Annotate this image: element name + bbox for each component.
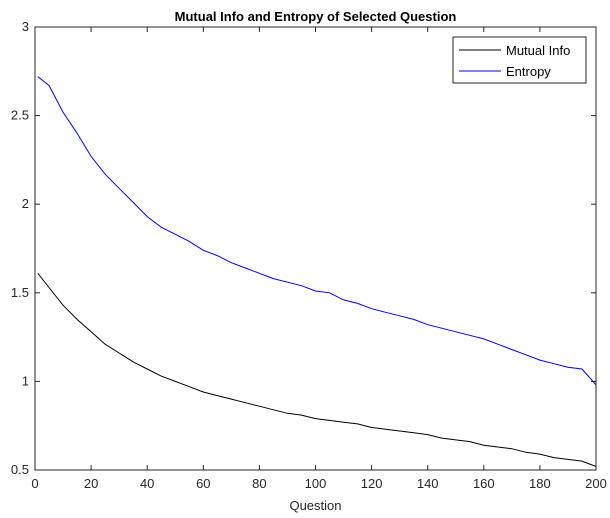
chart-title: Mutual Info and Entropy of Selected Ques… (175, 9, 457, 24)
x-tick-label: 80 (252, 476, 266, 491)
x-axis-ticks: 0 20 40 60 80 100 120 140 160 180 200 (31, 27, 607, 491)
x-tick-label: 120 (361, 476, 383, 491)
x-axis-label: Question (289, 498, 341, 513)
y-tick-label: 1 (22, 373, 29, 388)
x-tick-label: 100 (305, 476, 327, 491)
x-tick-label: 160 (473, 476, 495, 491)
series-line-mutual-info (37, 272, 597, 467)
plot-area (34, 26, 597, 471)
y-tick-label: 2.5 (11, 108, 29, 123)
y-tick-label: 3 (22, 19, 29, 34)
series-line-entropy (37, 76, 597, 386)
legend-box (452, 36, 587, 84)
x-tick-label: 40 (140, 476, 154, 491)
y-axis-ticks: 0.5 1 1.5 2 2.5 3 (11, 19, 596, 477)
y-tick-label: 1.5 (11, 285, 29, 300)
x-tick-label: 200 (585, 476, 607, 491)
plot-frame (34, 26, 597, 471)
x-tick-label: 0 (31, 476, 38, 491)
y-tick-label: 2 (22, 196, 29, 211)
y-tick-label: 0.5 (11, 462, 29, 477)
legend-entry: Mutual Info (506, 43, 570, 58)
legend: Mutual Info Entropy (452, 36, 587, 84)
x-tick-label: 180 (529, 476, 551, 491)
x-tick-label: 140 (417, 476, 439, 491)
x-tick-label: 20 (84, 476, 98, 491)
x-tick-label: 60 (196, 476, 210, 491)
legend-entry: Entropy (506, 64, 551, 79)
